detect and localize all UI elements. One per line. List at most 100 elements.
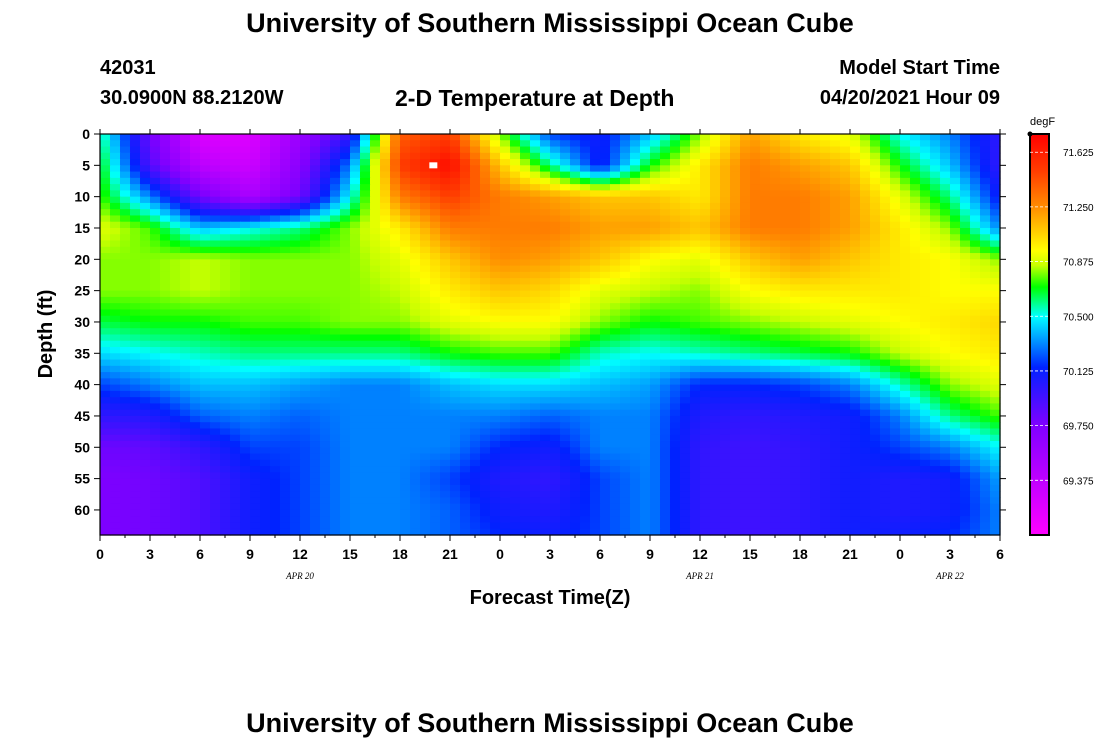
heatmap-cell <box>680 372 691 379</box>
heatmap-cell <box>850 441 861 448</box>
heatmap-cell <box>850 353 861 361</box>
heatmap-cell <box>960 271 971 279</box>
heatmap-cell <box>120 359 131 367</box>
heatmap-cell <box>760 290 771 298</box>
heatmap-cell <box>930 347 941 354</box>
heatmap-cell <box>610 359 621 367</box>
heatmap-cell <box>620 140 631 148</box>
heatmap-cell <box>640 221 651 229</box>
heatmap-cell <box>330 152 341 160</box>
heatmap-cell <box>980 390 991 398</box>
heatmap-cell <box>660 209 671 217</box>
heatmap-cell <box>220 403 231 411</box>
heatmap-cell <box>230 165 241 173</box>
heatmap-cell <box>510 215 521 223</box>
heatmap-cell <box>950 378 961 386</box>
heatmap-cell <box>680 221 691 229</box>
heatmap-cell <box>760 365 771 373</box>
heatmap-cell <box>560 466 571 473</box>
heatmap-cell <box>510 441 521 448</box>
heatmap-cell <box>430 409 441 417</box>
heatmap-cell <box>240 209 251 217</box>
heatmap-cell <box>250 209 261 217</box>
heatmap-cell <box>210 278 221 285</box>
heatmap-cell <box>850 340 861 348</box>
heatmap-cell <box>230 227 241 235</box>
heatmap-cell <box>380 409 391 417</box>
heatmap-cell <box>200 209 211 217</box>
heatmap-cell <box>170 328 181 336</box>
heatmap-cell <box>370 165 381 173</box>
heatmap-cell <box>480 265 491 273</box>
heatmap-cell <box>180 146 191 154</box>
heatmap-cell <box>270 359 281 367</box>
heatmap-cell <box>900 340 911 348</box>
heatmap-cell <box>240 409 251 417</box>
heatmap-cell <box>900 215 911 223</box>
heatmap-cell <box>670 278 681 285</box>
heatmap-cell <box>180 309 191 317</box>
heatmap-cell <box>980 365 991 373</box>
heatmap-cell <box>170 397 181 405</box>
heatmap-cell <box>280 315 291 323</box>
heatmap-cell <box>580 434 591 442</box>
heatmap-cell <box>890 441 901 448</box>
heatmap-cell <box>530 227 541 235</box>
heatmap-cell <box>590 284 601 292</box>
heatmap-cell <box>850 159 861 166</box>
heatmap-cell <box>280 347 291 354</box>
heatmap-cell <box>660 372 671 379</box>
heatmap-cell <box>410 284 421 292</box>
heatmap-cell <box>370 321 381 329</box>
heatmap-cell <box>600 378 611 386</box>
heatmap-cell <box>830 165 841 173</box>
heatmap-cell <box>950 315 961 323</box>
heatmap-cell <box>130 340 141 348</box>
heatmap-cell <box>350 165 361 173</box>
heatmap-cell <box>620 303 631 311</box>
heatmap-cell <box>160 466 171 473</box>
heatmap-cell <box>490 403 501 411</box>
heatmap-cell <box>280 259 291 267</box>
heatmap-cell <box>650 328 661 336</box>
heatmap-cell <box>520 415 531 423</box>
heatmap-cell <box>210 240 221 248</box>
heatmap-cell <box>880 397 891 405</box>
heatmap-cell <box>530 159 541 166</box>
heatmap-cell <box>860 240 871 248</box>
heatmap-cell <box>610 321 621 329</box>
heatmap-cell <box>210 259 221 267</box>
heatmap-cell <box>950 259 961 267</box>
heatmap-cell <box>920 240 931 248</box>
heatmap-cell <box>480 384 491 392</box>
heatmap-cell <box>820 372 831 379</box>
heatmap-cell <box>210 441 221 448</box>
heatmap-cell <box>470 415 481 423</box>
heatmap-cell <box>420 384 431 392</box>
heatmap-cell <box>390 378 401 386</box>
heatmap-cell <box>700 234 711 242</box>
heatmap-cell <box>570 315 581 323</box>
heatmap-cell <box>700 315 711 323</box>
heatmap-cell <box>530 215 541 223</box>
heatmap-cell <box>950 303 961 311</box>
heatmap-cell <box>110 409 121 417</box>
heatmap-cell <box>410 466 421 473</box>
heatmap-cell <box>500 459 511 467</box>
heatmap-cell <box>780 196 791 204</box>
heatmap-cell <box>110 334 121 342</box>
heatmap-cell <box>460 403 471 411</box>
heatmap-cell <box>680 271 691 279</box>
heatmap-cell <box>340 453 351 461</box>
heatmap-cell <box>180 334 191 342</box>
heatmap-cell <box>540 397 551 405</box>
heatmap-cell <box>550 315 561 323</box>
heatmap-cell <box>990 190 1001 198</box>
heatmap-cell <box>910 177 921 185</box>
heatmap-cell <box>180 202 191 210</box>
heatmap-cell <box>650 415 661 423</box>
heatmap-cell <box>610 171 621 179</box>
heatmap-cell <box>490 215 501 223</box>
heatmap-cell <box>750 134 761 141</box>
heatmap-cell <box>360 290 371 298</box>
